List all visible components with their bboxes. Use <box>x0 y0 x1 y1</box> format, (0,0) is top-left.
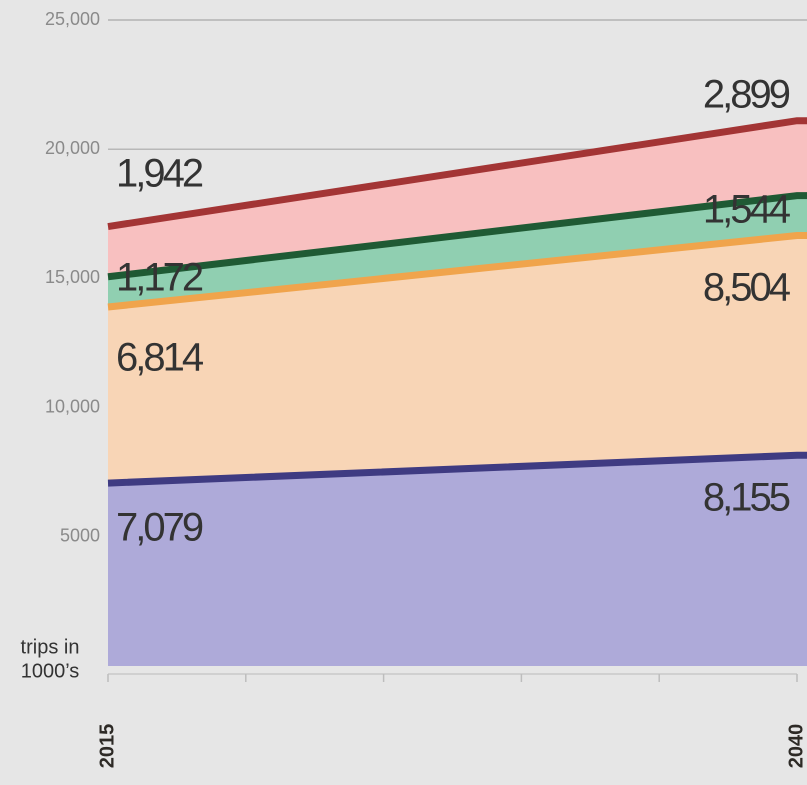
area <box>108 195 807 308</box>
area <box>108 120 807 277</box>
data-label: 1,172 <box>116 256 203 300</box>
x-tick-label: 2015 <box>96 724 118 769</box>
y-tick-label: 20,000 <box>45 138 100 158</box>
data-label: 7,079 <box>116 506 203 550</box>
y-tick-label: 5000 <box>60 526 100 546</box>
data-label: 8,504 <box>703 266 791 310</box>
y-axis-label: 1000’s <box>21 660 80 682</box>
y-tick-label: 25,000 <box>45 9 100 29</box>
area <box>108 235 807 484</box>
data-label: 1,942 <box>116 152 203 196</box>
data-label: 8,155 <box>703 476 790 520</box>
y-axis-label: trips in <box>21 636 80 658</box>
series-line <box>107 192 807 281</box>
series-line <box>107 451 807 487</box>
x-tick-label: 2040 <box>785 724 807 769</box>
series-line <box>107 117 807 230</box>
series-line <box>107 232 807 311</box>
y-tick-label: 15,000 <box>45 267 100 287</box>
y-tick-label: 10,000 <box>45 396 100 416</box>
area <box>108 455 807 666</box>
data-label: 2,899 <box>703 73 790 117</box>
data-label: 1,544 <box>703 188 791 232</box>
data-label: 6,814 <box>116 336 204 380</box>
